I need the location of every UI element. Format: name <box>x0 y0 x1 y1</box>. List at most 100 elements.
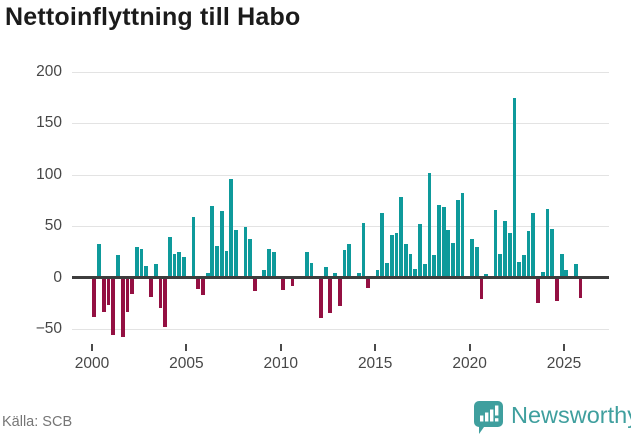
bar-2000Q4 <box>106 277 111 306</box>
newsworthy-logo[interactable]: Newsworthy <box>473 400 631 435</box>
bar-2013Q2 <box>342 249 347 278</box>
bar-2011Q3 <box>309 263 314 278</box>
bar-2014Q3 <box>366 277 371 288</box>
y-axis-label--50: −50 <box>35 319 62 337</box>
gridline-150 <box>72 123 609 125</box>
bar-2015Q2 <box>380 212 385 278</box>
bar-2013Q3 <box>347 243 352 278</box>
bar-2012Q3 <box>328 277 333 314</box>
bar-2000Q3 <box>101 277 106 313</box>
bar-2024Q1 <box>545 208 550 278</box>
bar-2015Q1 <box>375 270 380 278</box>
x-axis-label-2010: 2010 <box>263 355 299 372</box>
y-axis-label-100: 100 <box>36 165 62 183</box>
bar-2010Q3 <box>290 277 295 286</box>
bar-2022Q4 <box>521 254 526 278</box>
bar-2006Q1 <box>205 273 210 278</box>
bar-2009Q2 <box>267 248 271 278</box>
bar-2018Q3 <box>441 206 446 278</box>
bar-2020Q3 <box>479 277 484 300</box>
bar-2001Q3 <box>120 277 125 338</box>
bar-2007Q3 <box>234 230 238 278</box>
bar-2012Q2 <box>323 267 328 278</box>
x-axis-label-2020: 2020 <box>452 355 487 372</box>
bar-2018Q4 <box>446 230 451 278</box>
x-axis-tick-2025 <box>563 344 565 351</box>
gridline-200 <box>72 71 609 73</box>
bar-2004Q4 <box>182 256 186 278</box>
gridline--50 <box>72 328 609 330</box>
x-axis-label-2005: 2005 <box>169 355 204 372</box>
bar-2009Q3 <box>271 251 276 278</box>
bar-2017Q2 <box>418 224 422 278</box>
bar-2006Q4 <box>219 210 224 278</box>
bar-2018Q2 <box>437 204 441 278</box>
bar-2016Q1 <box>394 233 399 278</box>
bar-2007Q1 <box>224 250 229 278</box>
bar-2008Q3 <box>252 277 257 291</box>
bar-2006Q2 <box>210 205 215 278</box>
x-axis-tick-2015 <box>374 344 377 351</box>
bar-2005Q4 <box>201 277 205 295</box>
bar-2017Q3 <box>422 264 427 278</box>
y-axis-label-200: 200 <box>36 62 62 80</box>
bar-2004Q1 <box>167 237 172 278</box>
bar-2023Q3 <box>536 277 540 304</box>
bar-2005Q3 <box>196 277 201 289</box>
x-axis-label-2025: 2025 <box>546 355 582 372</box>
bar-2010Q1 <box>281 277 286 290</box>
bar-2007Q2 <box>229 178 234 278</box>
bar-2021Q4 <box>503 220 507 278</box>
x-axis-zero-line <box>72 276 609 279</box>
bar-2013Q1 <box>337 277 342 307</box>
bar-2021Q2 <box>493 209 498 278</box>
bar-2002Q4 <box>144 266 149 278</box>
bar-2023Q4 <box>540 272 545 278</box>
bar-2021Q3 <box>498 253 503 278</box>
bar-2002Q1 <box>130 277 135 294</box>
gridline-50 <box>72 226 609 228</box>
bar-2003Q2 <box>153 264 158 278</box>
bar-2022Q1 <box>507 233 512 278</box>
bar-2006Q3 <box>215 245 219 278</box>
y-axis-label-150: 150 <box>36 114 62 132</box>
bar-2019Q3 <box>460 193 465 278</box>
bar-2000Q1 <box>92 277 97 317</box>
bar-2019Q1 <box>451 242 455 278</box>
bar-2024Q3 <box>555 277 559 302</box>
bar-2025Q3 <box>573 264 578 278</box>
bar-2012Q1 <box>319 277 323 318</box>
bar-2001Q2 <box>116 254 120 278</box>
bar-2017Q4 <box>427 172 432 278</box>
newsworthy-wordmark: Newsworthy <box>511 402 631 428</box>
x-axis-tick-2010 <box>279 344 282 351</box>
bar-2002Q3 <box>139 248 144 278</box>
bar-2024Q4 <box>559 253 564 278</box>
bar-2023Q1 <box>526 231 531 278</box>
bar-2025Q1 <box>564 270 569 278</box>
bar-2004Q3 <box>177 251 182 278</box>
bar-2003Q3 <box>158 277 163 309</box>
newsworthy-bubble-barchart-icon <box>473 400 504 435</box>
bar-2019Q2 <box>455 200 460 278</box>
bar-2008Q1 <box>243 227 248 278</box>
bar-2016Q4 <box>408 253 413 278</box>
bar-2003Q1 <box>149 277 153 298</box>
x-axis-tick-2020 <box>468 344 471 351</box>
bar-2024Q2 <box>550 229 555 278</box>
bar-2015Q4 <box>389 235 394 278</box>
x-axis-label-2015: 2015 <box>357 355 393 372</box>
bar-2001Q4 <box>125 277 130 313</box>
bar-2015Q3 <box>385 263 389 278</box>
bar-2022Q2 <box>512 97 517 278</box>
bar-2005Q2 <box>191 216 196 278</box>
bar-2004Q2 <box>172 253 177 278</box>
bar-2014Q2 <box>361 223 366 278</box>
bar-2016Q3 <box>403 243 408 278</box>
bar-2012Q4 <box>333 273 337 278</box>
x-axis-tick-2005 <box>185 344 188 351</box>
bar-2008Q2 <box>248 239 253 278</box>
bar-2002Q2 <box>134 246 139 278</box>
gridline-100 <box>72 174 609 176</box>
